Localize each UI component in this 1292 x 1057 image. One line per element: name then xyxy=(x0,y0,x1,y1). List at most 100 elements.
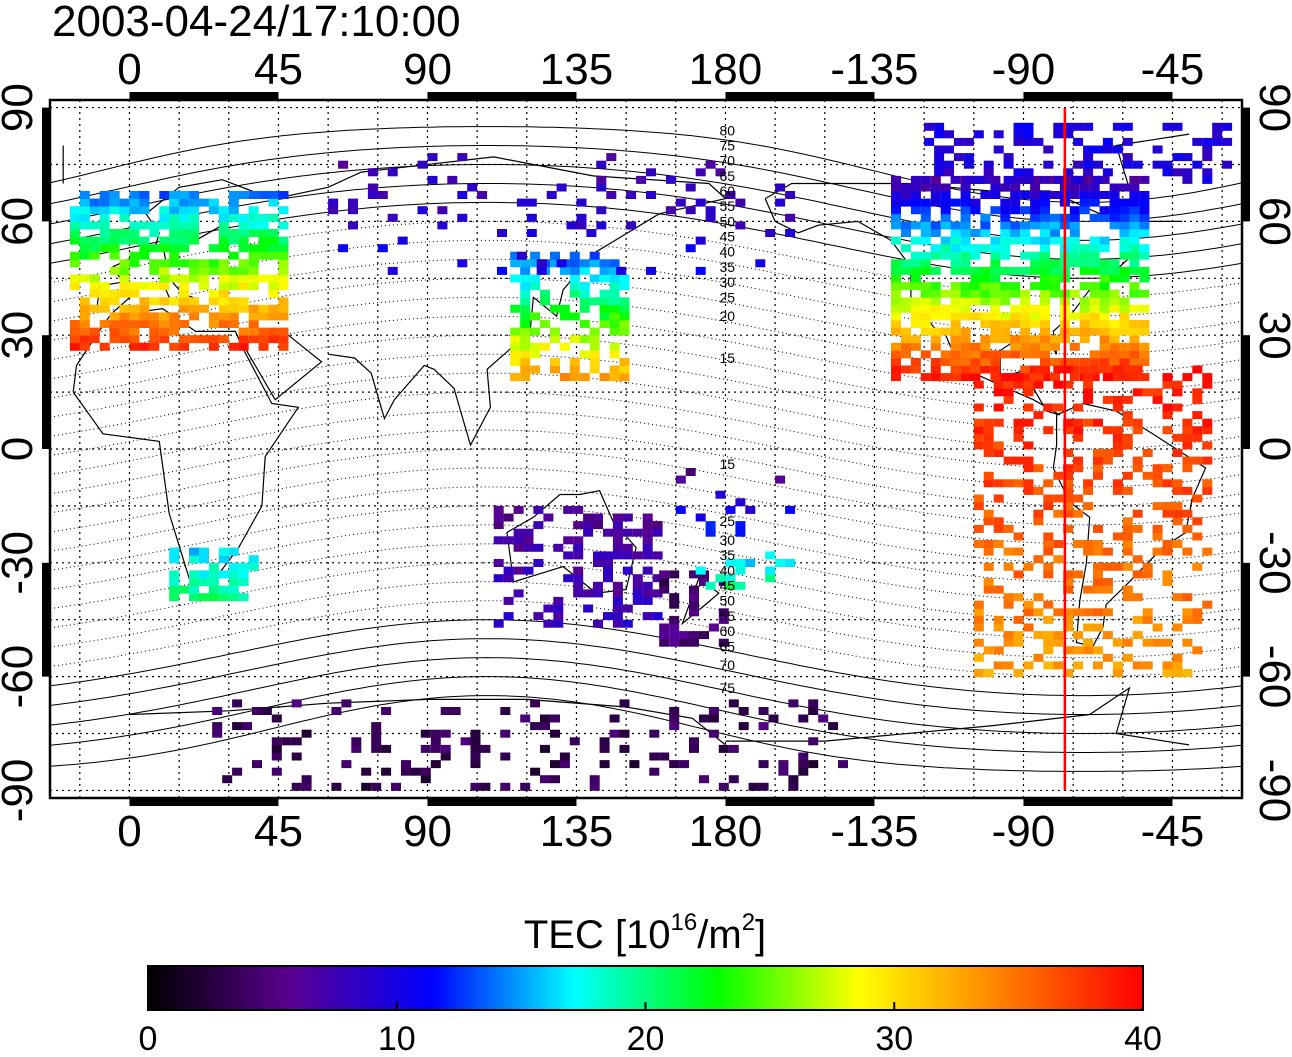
tec-pixel xyxy=(208,570,219,579)
tec-pixel xyxy=(901,191,911,199)
tec-pixel xyxy=(278,244,289,253)
tec-pixel xyxy=(1003,395,1014,404)
tec-pixel xyxy=(603,559,613,567)
tec-pixel xyxy=(1053,540,1064,548)
tec-pixel xyxy=(612,581,623,590)
tec-pixel xyxy=(1089,244,1100,253)
tec-pixel xyxy=(559,752,570,761)
tec-pixel xyxy=(553,596,564,605)
tec-pixel xyxy=(530,251,541,260)
tec-pixel xyxy=(659,638,670,647)
tec-pixel xyxy=(271,744,282,753)
tec-pixel xyxy=(920,229,931,237)
magnetic-contour xyxy=(50,638,1242,715)
tec-pixel xyxy=(612,536,623,545)
tec-pixel xyxy=(1010,198,1021,207)
tec-pixel xyxy=(901,221,911,230)
tec-pixel xyxy=(669,714,680,723)
left-lat-tick-label: 90 xyxy=(0,83,42,132)
tec-pixel xyxy=(1010,304,1021,313)
tec-pixel xyxy=(963,175,974,184)
tec-pixel xyxy=(1139,191,1150,199)
tec-pixel xyxy=(1003,373,1014,382)
tec-pixel xyxy=(457,153,468,162)
tec-pixel xyxy=(218,320,229,328)
tec-pixel xyxy=(79,312,90,321)
tec-pixel xyxy=(238,266,249,275)
tec-pixel xyxy=(119,229,130,237)
tec-pixel xyxy=(218,297,229,306)
tec-pixel xyxy=(493,521,504,530)
tec-pixel xyxy=(758,707,769,715)
tec-pixel xyxy=(109,327,120,336)
tec-pixel xyxy=(99,221,110,230)
tec-pixel xyxy=(119,327,130,336)
tec-pixel xyxy=(1089,327,1100,336)
tec-pixel xyxy=(1010,191,1021,199)
tec-pixel xyxy=(179,304,190,313)
tec-pixel xyxy=(1073,433,1084,442)
tec-pixel xyxy=(930,244,941,253)
tec-pixel xyxy=(520,782,531,791)
tec-pixel xyxy=(1033,509,1044,518)
tec-pixel xyxy=(1063,426,1074,435)
magnetic-contour-label: 65 xyxy=(719,638,735,654)
tec-pixel xyxy=(268,244,279,253)
magnetic-contour-label: 45 xyxy=(719,229,735,245)
tec-pixel xyxy=(1079,259,1090,268)
tec-pixel xyxy=(589,782,600,791)
tec-pixel xyxy=(599,259,610,268)
tec-pixel xyxy=(728,699,739,708)
tec-pixel xyxy=(983,471,994,480)
tec-pixel xyxy=(1202,486,1213,495)
tec-pixel xyxy=(1063,646,1074,655)
tec-pixel xyxy=(497,266,507,275)
tec-pixel xyxy=(1063,418,1074,427)
tec-pixel xyxy=(1129,358,1140,366)
tec-pixel xyxy=(1013,137,1024,146)
tec-pixel xyxy=(1093,418,1103,427)
tec-pixel xyxy=(1099,213,1110,222)
tec-pixel xyxy=(1182,168,1193,177)
tec-pixel xyxy=(238,327,249,336)
tec-pixel xyxy=(550,729,560,738)
tec-pixel xyxy=(437,206,448,215)
tec-pixel xyxy=(563,574,574,583)
tec-pixel xyxy=(1182,486,1193,495)
left-lat-tick-label: 0 xyxy=(0,437,42,461)
tec-pixel xyxy=(169,297,180,306)
tec-pixel xyxy=(675,505,686,514)
tec-pixel xyxy=(510,274,521,283)
tec-pixel xyxy=(271,752,282,761)
tec-pixel xyxy=(149,320,160,328)
tec-pixel xyxy=(910,206,921,215)
tec-pixel xyxy=(1122,517,1133,526)
tec-pixel xyxy=(218,570,229,579)
tec-pixel xyxy=(401,767,411,776)
tec-pixel xyxy=(367,168,378,177)
tec-pixel xyxy=(920,175,931,184)
tec-pixel xyxy=(1033,517,1044,526)
tec-pixel xyxy=(960,251,971,260)
tec-pixel xyxy=(930,175,941,184)
tec-pixel xyxy=(1013,479,1024,488)
tec-pixel xyxy=(901,342,911,351)
tec-pixel xyxy=(109,312,120,321)
tec-pixel xyxy=(695,236,706,245)
tec-pixel xyxy=(530,722,541,731)
tec-pixel xyxy=(208,320,219,328)
tec-pixel xyxy=(1030,259,1041,268)
tec-pixel xyxy=(513,528,524,537)
tec-pixel xyxy=(659,578,670,586)
tec-pixel xyxy=(1139,213,1150,222)
tec-pixel xyxy=(420,775,431,784)
tec-pixel xyxy=(970,206,981,215)
tec-pixel xyxy=(129,320,140,328)
tec-pixel xyxy=(990,327,1001,336)
tec-pixel xyxy=(1093,585,1103,594)
tec-pixel xyxy=(278,251,289,260)
tec-pixel xyxy=(1073,646,1084,655)
tec-pixel xyxy=(983,547,994,556)
tec-pixel xyxy=(513,566,524,575)
tec-pixel xyxy=(381,767,392,776)
